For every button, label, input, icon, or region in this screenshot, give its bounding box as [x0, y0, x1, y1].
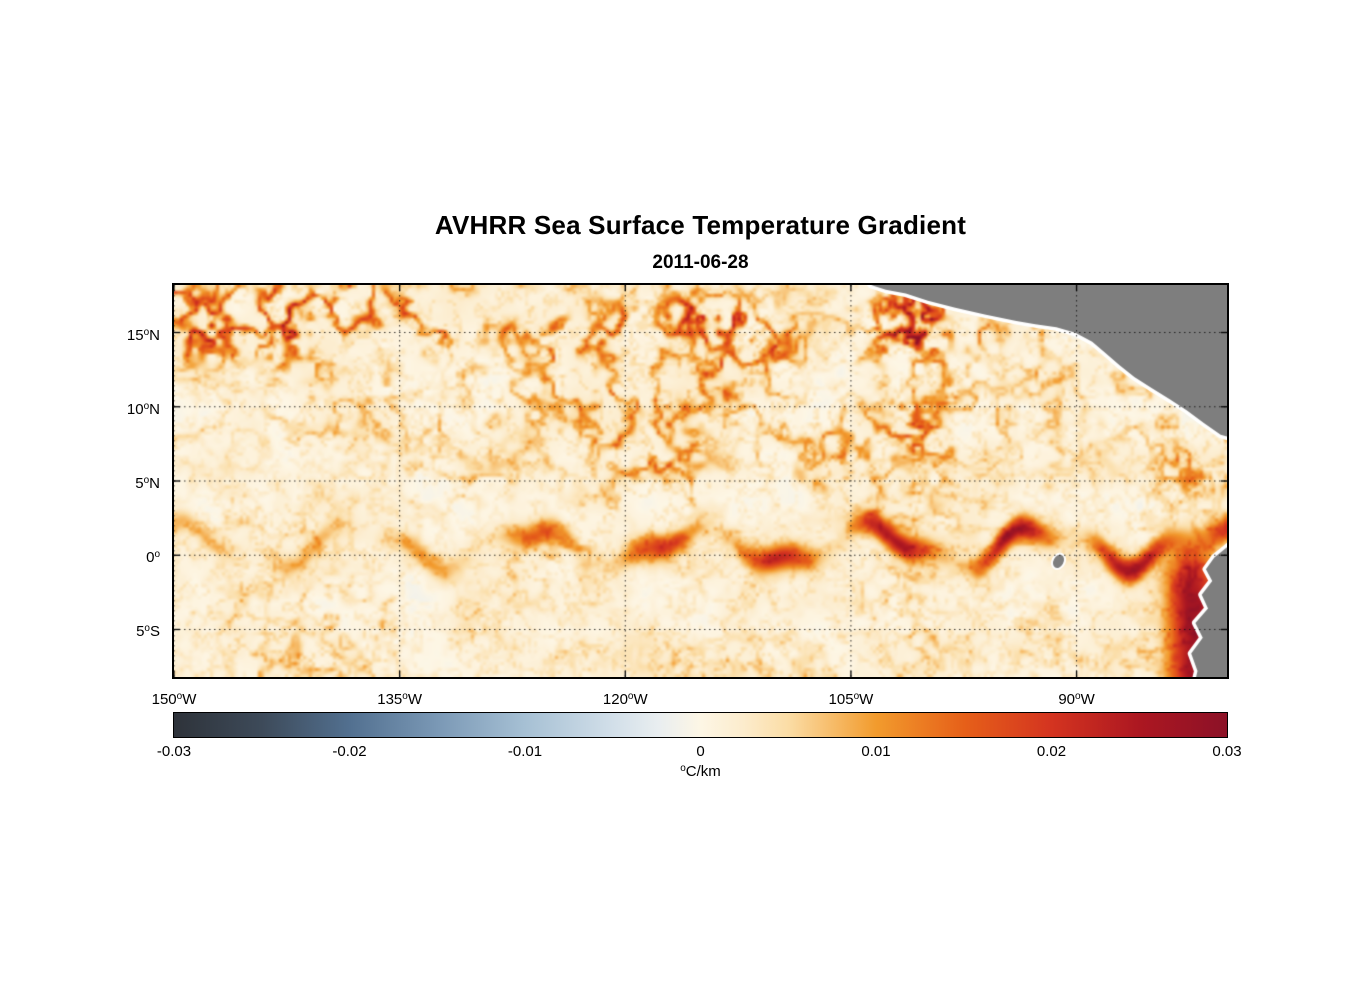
- x-tick-135W: 135oW: [377, 691, 423, 708]
- degree-symbol: o: [143, 326, 150, 338]
- map-plot: [172, 283, 1229, 679]
- y-tick-10N: 10oN: [126, 400, 160, 418]
- degree-symbol: o: [627, 691, 634, 702]
- colorbar-tick-0.01: 0.01: [861, 743, 891, 760]
- y-tick-0: 0o: [146, 549, 160, 567]
- y-tick-15N: 15oN: [126, 326, 160, 344]
- y-tick-5N: 5oN: [135, 475, 160, 492]
- degree-symbol: o: [680, 763, 686, 774]
- x-tick-90W: 90oW: [1058, 691, 1095, 708]
- x-tick-105W: 105oW: [828, 691, 874, 708]
- degree-symbol: o: [143, 400, 150, 412]
- colorbar-tick-0.02: 0.02: [1036, 743, 1067, 760]
- colorbar-units-label: oC/km: [174, 763, 1227, 780]
- colorbar-tick--0.03: -0.03: [156, 743, 192, 760]
- degree-symbol: o: [853, 691, 860, 702]
- colorbar-gradient: [174, 713, 1227, 737]
- colorbar: [173, 712, 1228, 738]
- x-tick-150W: 150oW: [151, 691, 197, 708]
- degree-symbol: o: [402, 691, 408, 702]
- degree-symbol: o: [154, 549, 160, 561]
- degree-symbol: o: [144, 623, 150, 635]
- degree-symbol: o: [143, 475, 150, 486]
- sst-gradient-heatmap: [174, 285, 1227, 677]
- colorbar-tick-0.03: 0.03: [1212, 743, 1242, 760]
- units-text: C/km: [685, 763, 721, 780]
- colorbar-tick-0: 0: [696, 743, 705, 760]
- y-tick-5S: 5oS: [136, 623, 160, 641]
- x-tick-120W: 120oW: [602, 691, 648, 708]
- degree-symbol: o: [1075, 691, 1081, 702]
- chart-subtitle: 2011-06-28: [652, 252, 749, 273]
- colorbar-tick--0.01: -0.01: [507, 743, 543, 760]
- colorbar-tick--0.02: -0.02: [332, 743, 367, 760]
- chart-title: AVHRR Sea Surface Temperature Gradient: [434, 210, 967, 240]
- degree-symbol: o: [176, 691, 183, 702]
